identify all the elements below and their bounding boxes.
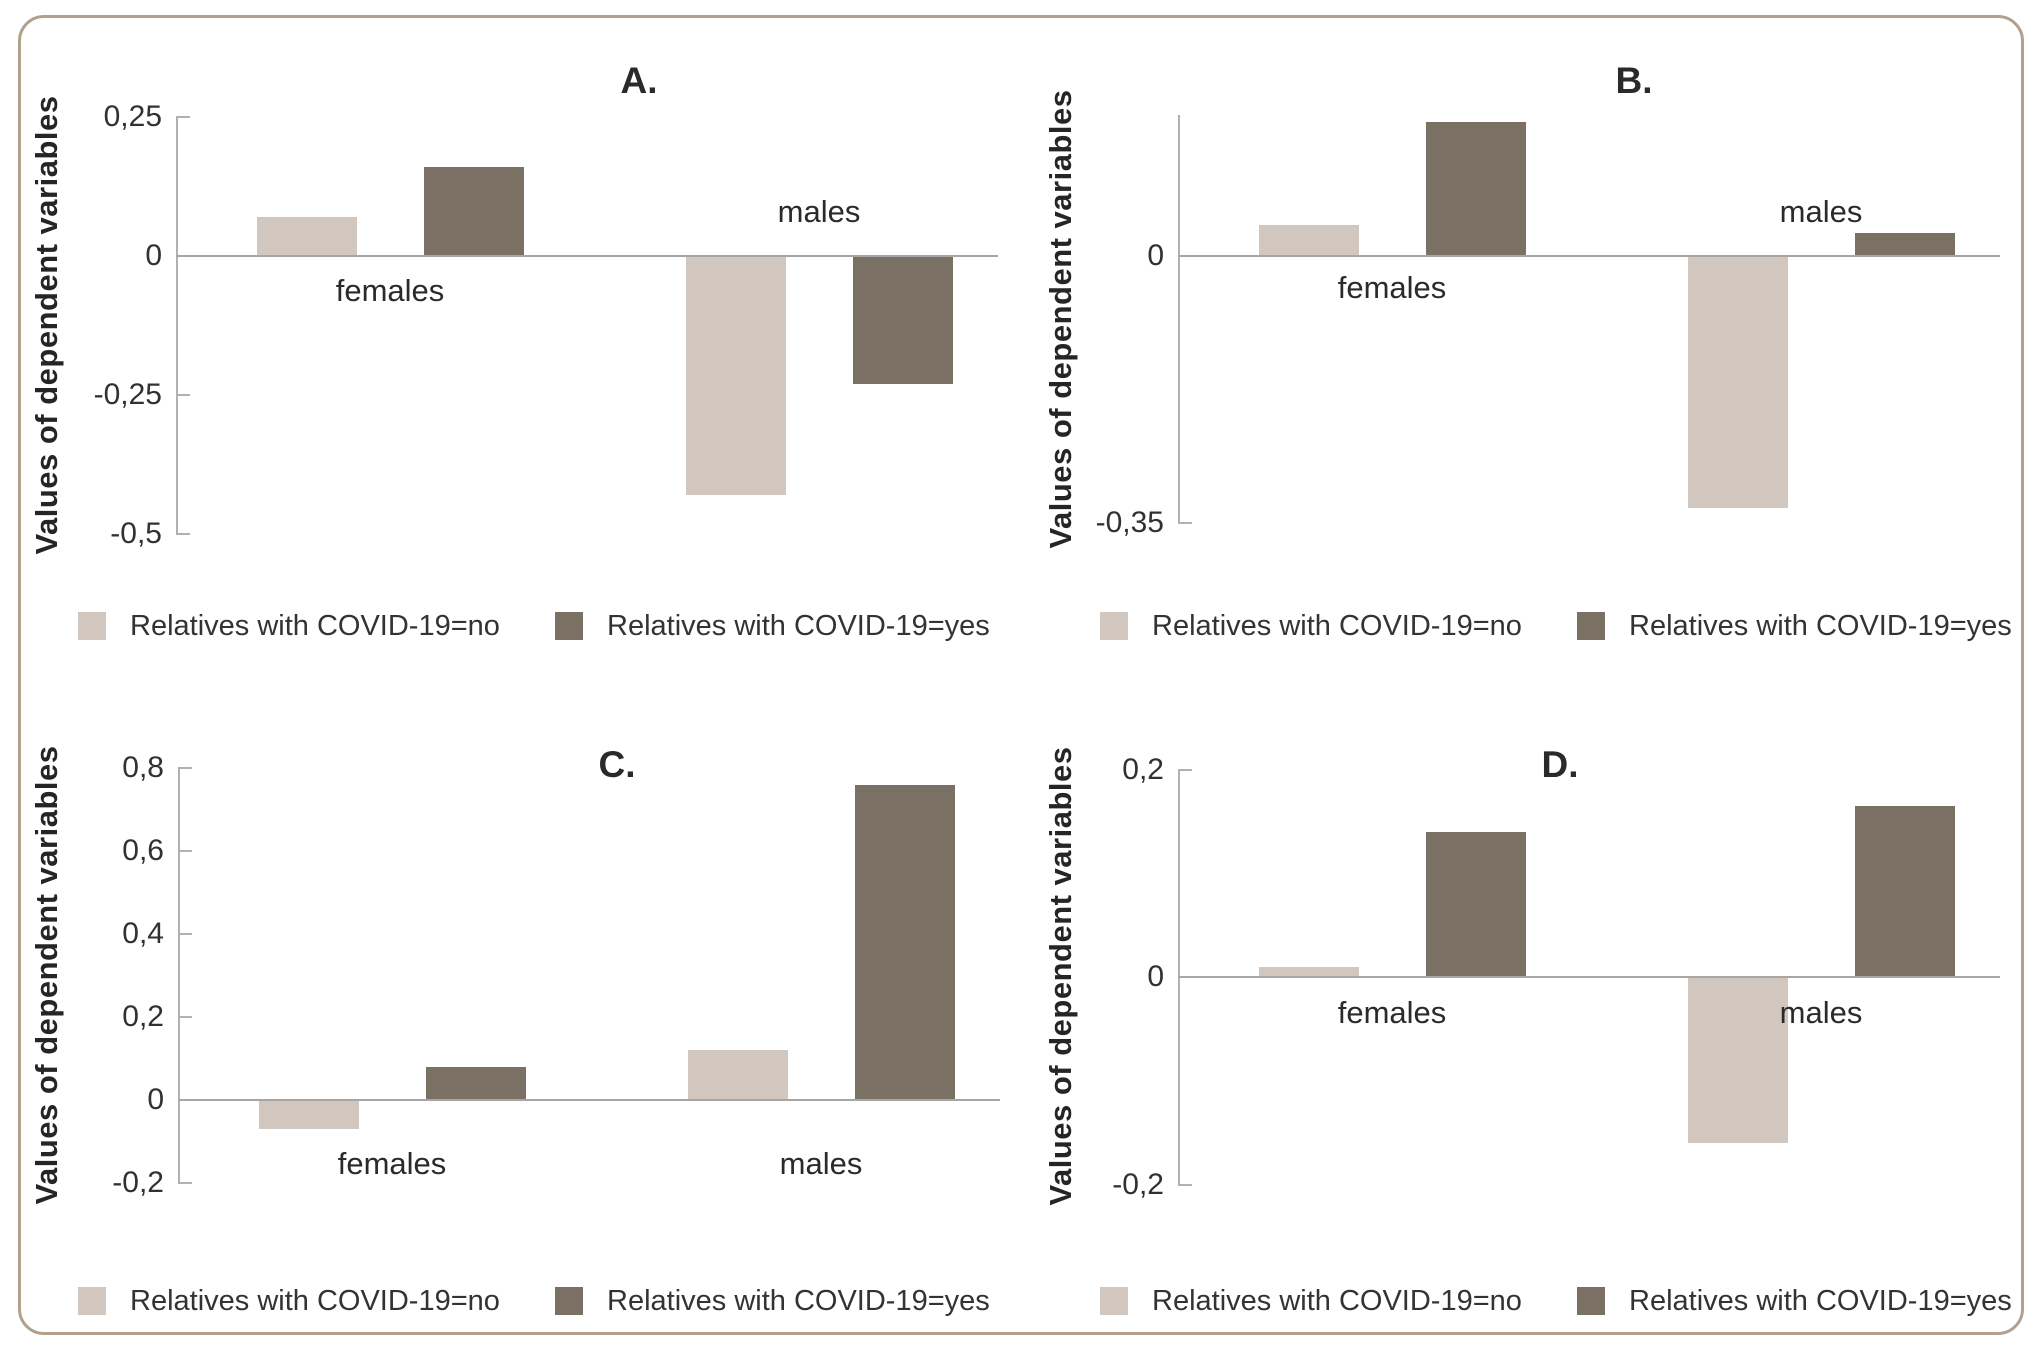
bar-females-covid-no xyxy=(1259,225,1359,256)
y-tick-label: -0,2 xyxy=(112,1166,164,1199)
category-label-males: males xyxy=(779,1146,863,1181)
y-tick-label: -0,35 xyxy=(1095,506,1164,539)
category-label-males: males xyxy=(777,194,861,229)
bar-males-covid-yes xyxy=(855,785,955,1100)
panel-title: B. xyxy=(1615,60,1653,101)
legend-swatch-covid-yes xyxy=(555,612,583,640)
legend-swatch-covid-yes xyxy=(1577,612,1605,640)
category-label-males: males xyxy=(1779,995,1863,1030)
zero-baseline xyxy=(1178,976,2000,978)
category-label-females: females xyxy=(335,273,445,308)
legend-swatch-covid-no xyxy=(78,1287,106,1315)
bar-males-covid-no xyxy=(1688,256,1788,508)
legend-label-covid-no: Relatives with COVID-19=no xyxy=(130,610,500,642)
bar-females-covid-no xyxy=(259,1100,359,1129)
category-label-females: females xyxy=(1337,995,1447,1030)
y-tick-label: 0 xyxy=(147,1083,164,1116)
panel-title: D. xyxy=(1541,744,1579,785)
category-label-males: males xyxy=(1779,194,1863,229)
y-axis-line xyxy=(1178,115,1180,523)
panel-title: A. xyxy=(620,60,658,101)
y-tick-mark xyxy=(176,394,190,396)
legend-label-covid-yes: Relatives with COVID-19=yes xyxy=(607,610,990,642)
y-axis-label: Values of dependent variables xyxy=(29,745,64,1205)
bar-males-covid-yes xyxy=(1855,233,1955,256)
y-tick-mark xyxy=(178,1016,192,1018)
y-tick-mark xyxy=(176,533,190,535)
bar-females-covid-yes xyxy=(424,167,524,256)
category-label-females: females xyxy=(1337,270,1447,305)
y-axis-line xyxy=(178,768,180,1183)
y-tick-label: 0,2 xyxy=(122,1000,164,1033)
zero-baseline xyxy=(176,255,998,257)
bar-males-covid-no xyxy=(686,256,786,495)
legend-label-covid-no: Relatives with COVID-19=no xyxy=(130,1285,500,1317)
legend-label-covid-yes: Relatives with COVID-19=yes xyxy=(607,1285,990,1317)
bar-females-covid-yes xyxy=(1426,832,1526,977)
y-tick-label: 0 xyxy=(1147,239,1164,272)
y-tick-mark xyxy=(176,116,190,118)
legend-swatch-covid-yes xyxy=(1577,1287,1605,1315)
panel-title: C. xyxy=(598,744,636,785)
bar-males-covid-no xyxy=(688,1050,788,1100)
legend-swatch-covid-no xyxy=(1100,612,1128,640)
y-tick-mark xyxy=(1178,522,1192,524)
legend-swatch-covid-no xyxy=(78,612,106,640)
bar-males-covid-yes xyxy=(1855,806,1955,977)
legend-label-covid-yes: Relatives with COVID-19=yes xyxy=(1629,1285,2012,1317)
y-tick-mark xyxy=(1178,769,1192,771)
zero-baseline xyxy=(1178,255,2000,257)
y-tick-label: 0,8 xyxy=(122,751,164,784)
category-label-females: females xyxy=(337,1146,447,1181)
zero-baseline xyxy=(178,1099,1000,1101)
bar-females-covid-no xyxy=(257,217,357,256)
legend-label-covid-no: Relatives with COVID-19=no xyxy=(1152,610,1522,642)
y-tick-mark xyxy=(178,933,192,935)
bar-females-covid-no xyxy=(1259,967,1359,977)
y-tick-mark xyxy=(178,767,192,769)
bar-females-covid-yes xyxy=(1426,122,1526,256)
y-tick-label: 0,4 xyxy=(122,917,164,950)
y-axis-label: Values of dependent variables xyxy=(29,95,64,555)
legend-swatch-covid-yes xyxy=(555,1287,583,1315)
bar-males-covid-yes xyxy=(853,256,953,384)
y-axis-line xyxy=(176,117,178,534)
y-axis-label: Values of dependent variables xyxy=(1043,89,1078,549)
y-tick-mark xyxy=(1178,1184,1192,1186)
y-tick-label: -0,25 xyxy=(93,378,162,411)
legend-label-covid-yes: Relatives with COVID-19=yes xyxy=(1629,610,2012,642)
y-tick-label: -0,2 xyxy=(1112,1168,1164,1201)
y-tick-label: 0,2 xyxy=(1122,753,1164,786)
y-tick-mark xyxy=(178,1182,192,1184)
bar-females-covid-yes xyxy=(426,1067,526,1100)
legend-label-covid-no: Relatives with COVID-19=no xyxy=(1152,1285,1522,1317)
y-tick-label: 0 xyxy=(1147,960,1164,993)
legend-swatch-covid-no xyxy=(1100,1287,1128,1315)
y-tick-mark xyxy=(178,850,192,852)
bar-males-covid-no xyxy=(1688,977,1788,1143)
y-tick-label: -0,5 xyxy=(110,517,162,550)
y-tick-label: 0,25 xyxy=(103,100,162,133)
y-tick-label: 0,6 xyxy=(122,834,164,867)
y-tick-label: 0 xyxy=(145,239,162,272)
